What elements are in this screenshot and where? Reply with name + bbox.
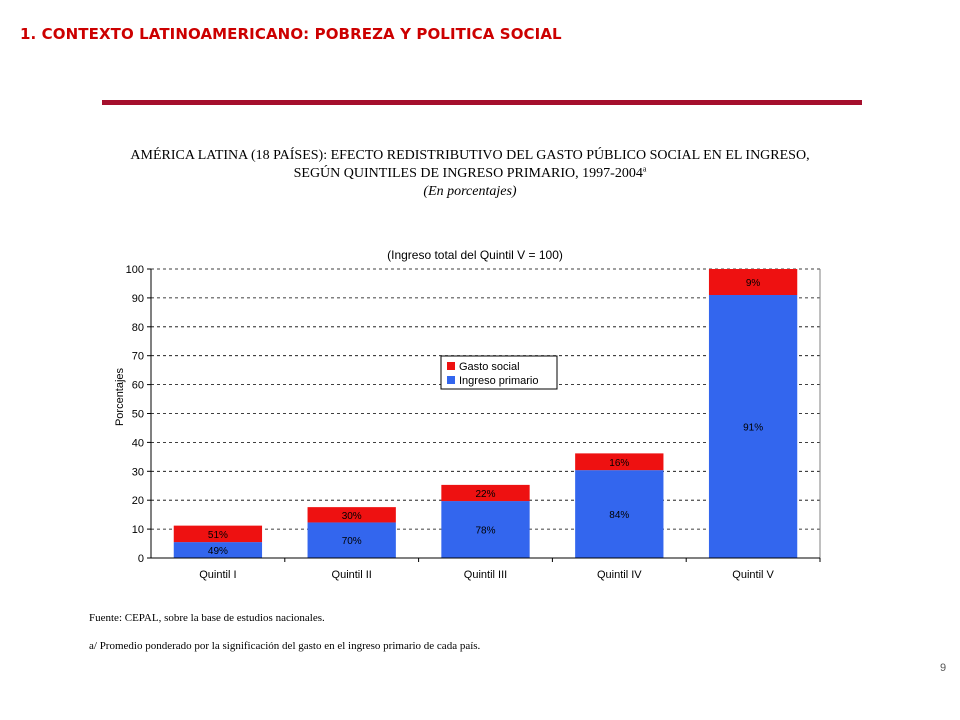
slide-title: 1. CONTEXTO LATINOAMERICANO: POBREZA Y P… [20,25,562,43]
x-tick-label: Quintil V [732,569,774,581]
legend-label: Ingreso primario [459,375,538,387]
axes: 0 10 20 30 40 50 60 70 80 90 100 Quintil I Quintil I… [126,264,821,581]
data-label-gasto-social: 22% [475,489,495,500]
y-tick-label: 60 [132,380,144,392]
bar-ingreso-primario [441,501,530,558]
y-tick-label: 100 [126,264,144,276]
y-tick-label: 30 [132,466,144,478]
chart-heading-unit: (En porcentajes) [423,184,517,199]
bar-ingreso-primario [307,522,396,558]
bar-gasto-social [575,453,664,471]
bar-ingreso-primario [173,542,263,558]
legend-label: Gasto social [459,361,520,373]
x-tick-label: Quintil IV [597,569,642,581]
x-tick-label: Quintil II [332,569,372,581]
data-label-ingreso-primario: 49% [208,546,228,557]
chart-heading-superscript: a [642,164,647,174]
data-label-gasto-social: 51% [208,530,228,541]
source-note: Fuente: CEPAL, sobre la base de estudios… [89,612,325,624]
stacked-bar-chart: 0 10 20 30 40 50 60 70 80 90 100 Quintil I Quintil I… [114,248,821,581]
x-tick-label: Quintil III [464,569,507,581]
bar-gasto-social [307,507,396,523]
y-tick-label: 40 [132,437,144,449]
data-label-ingreso-primario: 70% [342,536,362,547]
y-tick-label: 20 [132,495,144,507]
chart-heading-line1: AMÉRICA LATINA (18 PAÍSES): EFECTO REDIS… [130,148,810,163]
bar-ingreso-primario [708,295,798,558]
legend-swatch [447,362,455,370]
y-axis-label: Porcentajes [114,367,126,426]
bar-gasto-social [441,484,530,502]
bars [173,269,798,558]
bar-gasto-social [708,269,798,296]
x-tick-label: Quintil I [199,569,236,581]
y-tick-label: 80 [132,322,144,334]
data-label-ingreso-primario: 84% [609,510,629,521]
bar-gasto-social [173,525,263,543]
data-label-ingreso-primario: 78% [475,526,495,537]
data-label-ingreso-primario: 91% [743,423,763,434]
data-label-gasto-social: 9% [746,278,761,289]
legend: Gasto social Ingreso primario [440,355,558,390]
footnote: a/ Promedio ponderado por la significaci… [89,640,481,652]
legend-swatch [447,376,455,384]
page-number: 9 [940,662,947,674]
y-tick-label: 10 [132,524,144,536]
y-tick-label: 50 [132,409,144,421]
y-tick-label: 70 [132,351,144,363]
data-label-gasto-social: 16% [609,458,629,469]
y-tick-label: 90 [132,293,144,305]
chart-title: (Ingreso total del Quintil V = 100) [387,248,563,262]
chart-heading-line2: SEGÚN QUINTILES DE INGRESO PRIMARIO, 199… [293,166,643,181]
legend-box [440,355,558,390]
data-label-gasto-social: 30% [342,511,362,522]
data-labels: 49% 51% 70% 30% 78% 22% 84% 16% 91% 9% [208,278,763,557]
title-underline-bar [102,100,862,105]
y-tick-label: 0 [138,553,144,565]
bar-ingreso-primario [575,470,664,558]
chart-heading: AMÉRICA LATINA (18 PAÍSES): EFECTO REDIS… [40,147,900,201]
